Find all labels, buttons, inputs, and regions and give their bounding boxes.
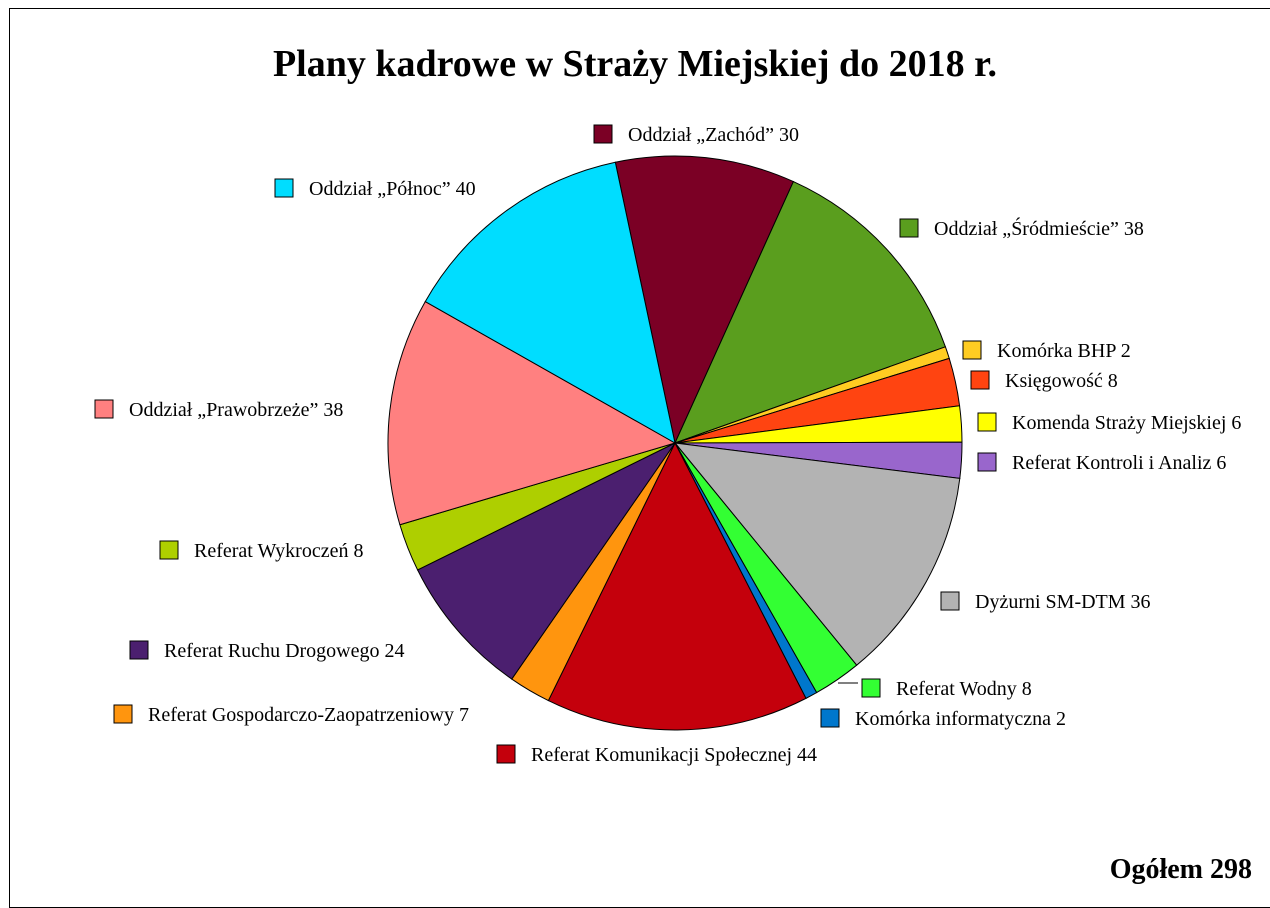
legend-swatch-oddzia-zachod-30 [593,124,613,144]
legend-swatch-referat-wodny-8 [861,678,881,698]
legend-swatch-referat-kontroli-i-analiz-6 [977,452,997,472]
legend-label-referat-wodny-8: Referat Wodny 8 [896,678,1032,700]
legend-label-komorka-bhp-2: Komórka BHP 2 [997,340,1131,362]
legend-swatch-komorka-informatyczna-2 [820,708,840,728]
legend-label-ksiegowosc-8: Księgowość 8 [1005,370,1118,392]
legend-label-referat-komunikacji-spo-ecznej-44: Referat Komunikacji Społecznej 44 [531,744,817,766]
legend-label-oddzia-prawobrzeze-38: Oddział „Prawobrzeże” 38 [129,399,343,421]
legend-label-referat-kontroli-i-analiz-6: Referat Kontroli i Analiz 6 [1012,452,1226,474]
legend-swatch-oddzia-po-noc-40 [274,178,294,198]
legend-label-dyzurni-sm-dtm-36: Dyżurni SM-DTM 36 [975,591,1151,613]
legend-swatch-komenda-strazy-miejskiej-6 [977,412,997,432]
legend-label-oddzia-zachod-30: Oddział „Zachód” 30 [628,124,799,146]
legend-label-oddzia-po-noc-40: Oddział „Północ” 40 [309,178,476,200]
pie-slice-oddzia-srodmiescie-38 [674,180,947,444]
legend-label-referat-gospodarczo-zaopatrzeniowy-7: Referat Gospodarczo-Zaopatrzeniowy 7 [148,704,469,726]
pie-slice-oddzia-prawobrzeze-38 [387,300,677,526]
legend-label-referat-wykroczen-8: Referat Wykroczeń 8 [194,540,363,562]
legend-label-komorka-informatyczna-2: Komórka informatyczna 2 [855,708,1066,730]
pie-slice-referat-komunikacji-spo-ecznej-44 [547,441,807,731]
legend-swatch-referat-ruchu-drogowego-24 [129,640,149,660]
legend-swatch-referat-wykroczen-8 [159,540,179,560]
legend-swatch-oddzia-srodmiescie-38 [899,218,919,238]
legend-swatch-komorka-bhp-2 [962,340,982,360]
pie-slice-oddzia-po-noc-40 [424,161,676,444]
chart-title: Plany kadrowe w Straży Miejskiej do 2018… [272,43,998,85]
legend-swatch-oddzia-prawobrzeze-38 [94,399,114,419]
legend-label-referat-ruchu-drogowego-24: Referat Ruchu Drogowego 24 [164,640,405,662]
pie-slice-dyzurni-sm-dtm-36 [673,442,961,666]
legend-label-komenda-strazy-miejskiej-6: Komenda Straży Miejskiej 6 [1012,412,1241,434]
legend-swatch-dyzurni-sm-dtm-36 [940,591,960,611]
legend-swatch-referat-komunikacji-spo-ecznej-44 [496,744,516,764]
pie-slice-referat-ruchu-drogowego-24 [416,441,677,680]
legend-swatch-referat-gospodarczo-zaopatrzeniowy-7 [113,704,133,724]
legend-label-oddzia-srodmiescie-38: Oddział „Śródmieście” 38 [934,216,1144,240]
total-label: Ogółem 298 [1109,854,1252,885]
legend-swatch-ksiegowosc-8 [970,370,990,390]
